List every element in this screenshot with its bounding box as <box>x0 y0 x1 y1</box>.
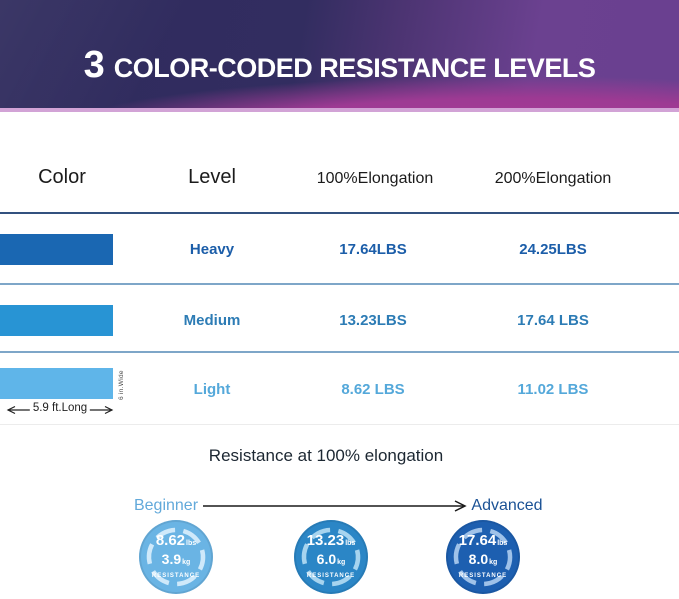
badge-lbs-value: 13.23lbs <box>306 532 356 549</box>
medium-100-elongation-value: 13.23LBS <box>339 312 407 329</box>
lbs-unit: lbs <box>497 540 508 547</box>
badge-caption: RESISTANCE <box>151 573 201 579</box>
band-length-label: 5.9 ft.Long <box>29 402 91 414</box>
kg-unit: kg <box>489 559 498 566</box>
band-width-label: 6 in.Wide <box>118 370 125 400</box>
levels-count: 3 <box>83 43 105 86</box>
level-heavy: Heavy <box>189 241 235 258</box>
column-header-level: Level <box>188 166 236 188</box>
lbs-unit: lbs <box>345 540 356 547</box>
badge-kg-value: 3.9kg <box>161 551 191 567</box>
row-divider-line <box>0 283 679 285</box>
column-header-200-elongation: 200%Elongation <box>494 170 612 187</box>
column-header-100-elongation: 100%Elongation <box>316 170 434 187</box>
dashed-ring-icon <box>301 527 361 587</box>
row-divider-line <box>0 351 679 353</box>
dashed-ring-icon <box>453 527 513 587</box>
badge-caption: RESISTANCE <box>306 573 356 579</box>
resistance-badge-light: 8.62lbs 3.9kg RESISTANCE <box>139 520 213 594</box>
level-light: Light <box>193 381 231 398</box>
heavy-100-elongation-value: 17.64LBS <box>339 241 407 258</box>
scale-title: Resistance at 100% elongation <box>208 446 444 465</box>
beginner-label: Beginner <box>133 497 199 514</box>
lbs-unit: lbs <box>186 540 197 547</box>
light-100-elongation-value: 8.62 LBS <box>341 381 405 398</box>
band-swatch-heavy <box>0 234 113 265</box>
medium-200-elongation-value: 17.64 LBS <box>517 312 589 329</box>
badge-lbs-value: 17.64lbs <box>458 532 508 549</box>
badge-caption: RESISTANCE <box>458 573 508 579</box>
header-banner: 3 COLOR-CODED RESISTANCE LEVELS <box>0 0 679 112</box>
section-divider-line <box>0 424 679 425</box>
badge-lbs-value: 8.62lbs <box>155 532 197 549</box>
kg-unit: kg <box>182 559 191 566</box>
kg-unit: kg <box>337 559 346 566</box>
light-200-elongation-value: 11.02 LBS <box>517 381 589 398</box>
resistance-badge-heavy: 17.64lbs 8.0kg RESISTANCE <box>446 520 520 594</box>
level-medium: Medium <box>183 312 241 329</box>
banner-title: 3 COLOR-CODED RESISTANCE LEVELS <box>84 44 596 87</box>
page-title: COLOR-CODED RESISTANCE LEVELS <box>113 52 596 83</box>
heavy-200-elongation-value: 24.25LBS <box>519 241 587 258</box>
advanced-label: Advanced <box>471 497 543 514</box>
resistance-badge-medium: 13.23lbs 6.0kg RESISTANCE <box>294 520 368 594</box>
badge-kg-value: 8.0kg <box>468 551 498 567</box>
badge-kg-value: 6.0kg <box>316 551 346 567</box>
band-swatch-light <box>0 368 113 399</box>
beginner-to-advanced-arrow <box>203 500 467 512</box>
header-divider-line <box>0 212 679 214</box>
dashed-ring-icon <box>146 527 206 587</box>
band-swatch-medium <box>0 305 113 336</box>
column-header-color: Color <box>38 166 86 188</box>
